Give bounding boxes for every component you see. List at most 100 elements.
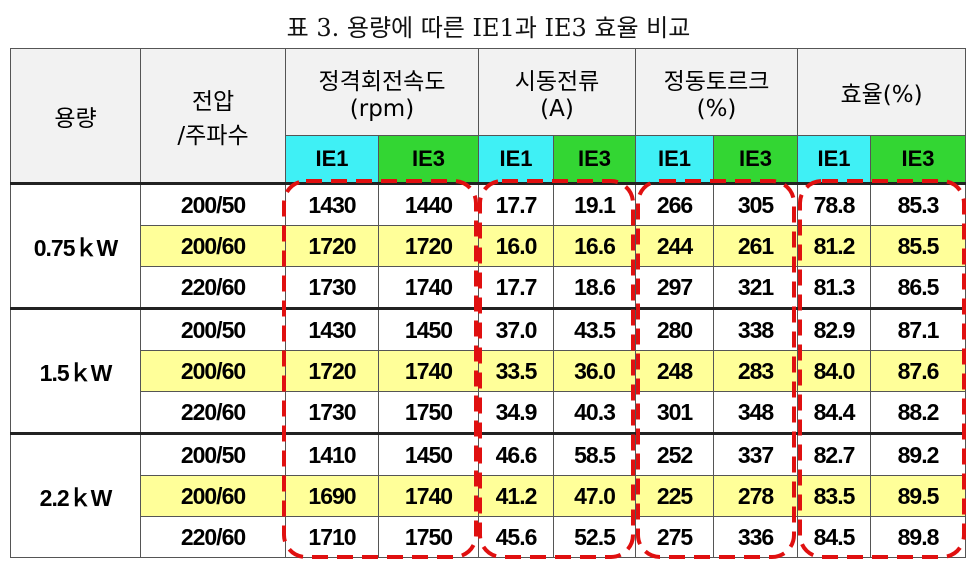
title: 표 3. 용량에 따른 IE1과 IE3 효율 비교 <box>286 14 691 42</box>
table-body: 0.75ｋW 200/50 1430 1440 17.7 19.1 266 305 78.8 85… <box>10 182 967 558</box>
value-cell: 337 <box>713 432 799 476</box>
value-cell: 1750 <box>378 391 479 434</box>
value-cell: 81.2 <box>797 225 872 267</box>
group-name: 효율(%) <box>840 82 923 108</box>
value-cell: 84.0 <box>797 350 872 392</box>
value-cell: 1720 <box>285 225 379 267</box>
value-cell: 16.0 <box>478 225 554 267</box>
voltage-header: 전압/주파수 <box>140 48 286 184</box>
value-cell: 1740 <box>378 475 479 517</box>
value-cell: 89.5 <box>870 475 967 517</box>
value-cell: 248 <box>635 350 715 392</box>
subheader: IE3 <box>552 135 637 184</box>
value-cell: 321 <box>713 266 799 309</box>
value-cell: 17.7 <box>478 182 554 226</box>
voltage: 200/60 <box>140 475 286 517</box>
value-cell: 58.5 <box>552 432 637 476</box>
value-cell: 1410 <box>285 432 379 476</box>
value-cell: 1730 <box>285 391 379 434</box>
voltage-header-line: /주파수 <box>177 122 249 149</box>
value-cell: 1740 <box>378 350 479 392</box>
value-cell: 1750 <box>378 516 479 558</box>
value-cell: 1690 <box>285 475 379 517</box>
group-name: 시동전류 <box>514 69 600 95</box>
value-cell: 305 <box>713 182 799 226</box>
value-cell: 280 <box>635 307 715 351</box>
subheader: IE1 <box>285 135 379 184</box>
subheader: IE1 <box>478 135 554 184</box>
value-cell: 1740 <box>378 266 479 309</box>
value-cell: 1430 <box>285 307 379 351</box>
value-cell: 84.5 <box>797 516 872 558</box>
data-row: 1.5ｋW 200/50 1430 1450 37.0 43.5 280 338 82.9 87.… <box>10 307 967 434</box>
group-unit: (rpm) <box>349 96 415 122</box>
capacity: 0.75ｋW <box>10 182 141 309</box>
value-cell: 1450 <box>378 307 479 351</box>
voltage: 220/60 <box>140 391 286 434</box>
value-cell: 89.2 <box>870 432 967 476</box>
group-header: 정동토르크 (%) <box>635 48 799 136</box>
subheader: IE3 <box>713 135 799 184</box>
group-header: 시동전류 (A) <box>477 48 637 136</box>
data-row: 200/60 1720 1740 33.5 36.0 248 283 84.0 87.6 <box>11 350 967 392</box>
value-cell: 1450 <box>378 432 479 476</box>
value-cell: 283 <box>713 350 799 392</box>
value-cell: 87.6 <box>870 350 967 392</box>
value-cell: 16.6 <box>552 225 637 267</box>
voltage: 200/60 <box>140 350 286 392</box>
table-header: 용량 전압/주파수 정격회전속도 (rpm) 시동전류 (A) 정동토르크 (%) 효율(%) I… <box>10 48 967 184</box>
value-cell: 37.0 <box>478 307 554 351</box>
value-cell: 36.0 <box>552 350 637 392</box>
group-header: 효율(%) <box>797 48 967 136</box>
value-cell: 225 <box>635 475 715 517</box>
subheader: IE3 <box>870 135 967 184</box>
value-cell: 46.6 <box>478 432 554 476</box>
group-header: 정격회전속도 (rpm) <box>285 48 479 136</box>
data-row: 220/60 1730 1750 34.9 40.3 301 348 84.4 88.2 <box>11 391 967 434</box>
value-cell: 89.8 <box>870 516 967 558</box>
voltage: 200/50 <box>140 182 286 226</box>
data-row: 220/60 1710 1750 45.6 52.5 275 336 84.5 89.8 <box>11 516 967 558</box>
value-cell: 1710 <box>285 516 379 558</box>
subheader: IE1 <box>797 135 872 184</box>
subheader: IE3 <box>378 135 479 184</box>
value-cell: 83.5 <box>797 475 872 517</box>
value-cell: 244 <box>635 225 715 267</box>
data-row: 200/60 1720 1720 16.0 16.6 244 261 81.2 85.5 <box>11 225 967 267</box>
value-cell: 336 <box>713 516 799 558</box>
value-cell: 84.4 <box>797 391 872 434</box>
value-cell: 52.5 <box>552 516 637 558</box>
value-cell: 33.5 <box>478 350 554 392</box>
value-cell: 88.2 <box>870 391 967 434</box>
value-cell: 18.6 <box>552 266 637 309</box>
data-row: 220/60 1730 1740 17.7 18.6 297 321 81.3 86.5 <box>11 266 967 309</box>
value-cell: 266 <box>635 182 715 226</box>
capacity-header: 용량 <box>10 48 141 184</box>
value-cell: 278 <box>713 475 799 517</box>
value-cell: 40.3 <box>552 391 637 434</box>
value-cell: 87.1 <box>870 307 967 351</box>
value-cell: 86.5 <box>870 266 967 309</box>
value-cell: 34.9 <box>478 391 554 434</box>
value-cell: 252 <box>635 432 715 476</box>
voltage-header-line: 전압 <box>191 88 235 115</box>
value-cell: 81.3 <box>797 266 872 309</box>
value-cell: 275 <box>635 516 715 558</box>
value-cell: 43.5 <box>552 307 637 351</box>
voltage: 220/60 <box>140 266 286 309</box>
data-row: 2.2ｋW 200/50 1410 1450 46.6 58.5 252 337 82.7 89.… <box>10 432 967 558</box>
capacity: 2.2ｋW <box>10 432 141 558</box>
value-cell: 85.5 <box>870 225 967 267</box>
value-cell: 17.7 <box>478 266 554 309</box>
value-cell: 1720 <box>378 225 479 267</box>
value-cell: 19.1 <box>552 182 637 226</box>
value-cell: 297 <box>635 266 715 309</box>
voltage: 200/50 <box>140 307 286 351</box>
header-row: 용량 전압/주파수 정격회전속도 (rpm) 시동전류 (A) 정동토르크 (%) 효율(%) <box>10 48 967 184</box>
voltage: 200/50 <box>140 432 286 476</box>
efficiency-table: 용량 전압/주파수 정격회전속도 (rpm) 시동전류 (A) 정동토르크 (%) 효율(%) I… <box>10 48 967 558</box>
value-cell: 1720 <box>285 350 379 392</box>
value-cell: 47.0 <box>552 475 637 517</box>
capacity: 1.5ｋW <box>10 307 141 434</box>
